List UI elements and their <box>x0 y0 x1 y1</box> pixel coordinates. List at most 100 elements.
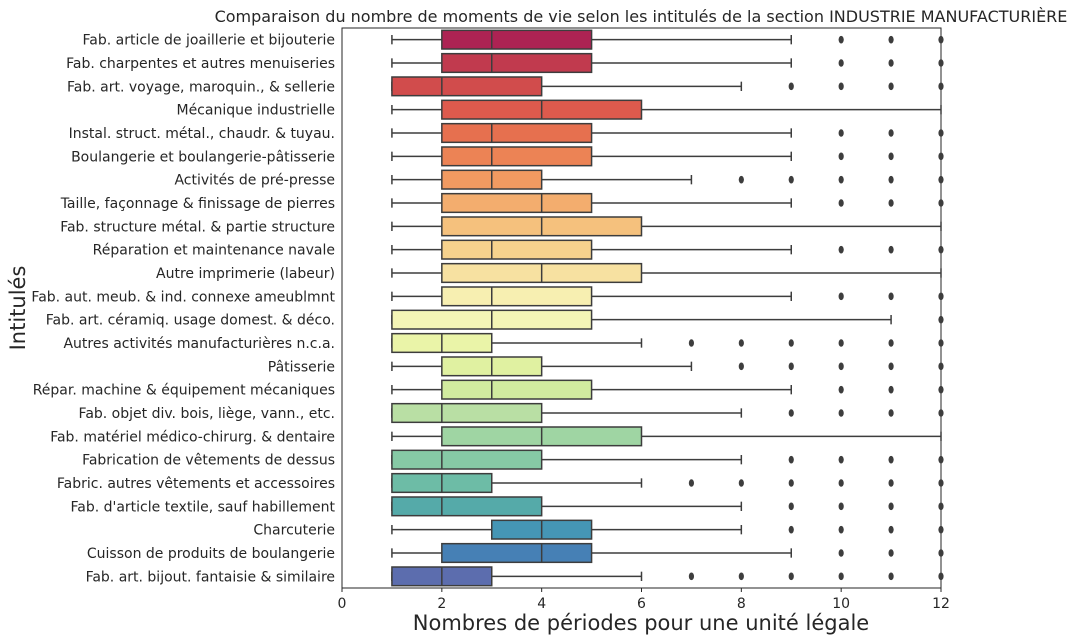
y-tick-label: Fab. aut. meub. & ind. connexe ameublmnt <box>31 289 335 305</box>
x-tick-label: 10 <box>832 596 850 612</box>
box-row <box>391 216 942 237</box>
outlier-point <box>838 572 844 581</box>
x-axis-label: Nombres de périodes pour une unité légal… <box>413 611 869 635</box>
iqr-box <box>441 239 593 260</box>
outlier-point <box>788 572 794 581</box>
outlier-point <box>688 572 695 581</box>
outlier-point <box>888 362 894 371</box>
box-row <box>391 76 944 97</box>
outlier-point <box>838 59 844 67</box>
outlier-point <box>938 339 944 347</box>
outlier-point <box>838 339 844 347</box>
outlier-point <box>888 199 894 207</box>
y-tick-label: Mécanique industrielle <box>176 103 335 119</box>
outlier-point <box>788 455 794 464</box>
iqr-box <box>441 542 593 564</box>
box-row <box>391 239 944 260</box>
outlier-point <box>838 82 844 91</box>
outlier-point <box>888 479 894 487</box>
box-row <box>391 99 942 120</box>
y-tick-label: Charcuterie <box>253 523 335 539</box>
iqr-box <box>441 122 593 144</box>
y-tick-label: Cuisson de produits de boulangerie <box>87 546 335 562</box>
outlier-point <box>888 385 894 394</box>
outlier-point <box>888 525 894 534</box>
y-tick-label: Fab. d'article textile, sauf habillement <box>70 499 335 515</box>
outlier-point <box>888 175 894 184</box>
outlier-point <box>938 152 944 161</box>
outlier-point <box>838 129 844 137</box>
outlier-point <box>838 385 844 394</box>
box-row <box>391 356 944 377</box>
outlier-point <box>888 59 894 67</box>
outlier-point <box>838 362 844 371</box>
outlier-point <box>938 525 944 534</box>
outlier-point <box>888 245 894 254</box>
iqr-box <box>391 76 543 97</box>
box-row <box>391 169 944 190</box>
outlier-point <box>788 409 794 417</box>
y-tick-label: Pâtisserie <box>268 359 335 375</box>
box-row <box>391 496 944 517</box>
outlier-point <box>838 455 844 464</box>
outlier-point <box>738 362 744 371</box>
iqr-box <box>441 379 593 400</box>
iqr-box <box>391 449 543 470</box>
outlier-point <box>788 175 794 184</box>
x-tick-label: 4 <box>537 596 546 612</box>
outlier-point <box>738 175 744 184</box>
outlier-point <box>938 479 944 487</box>
outlier-point <box>788 479 794 487</box>
y-tick-label: Autre imprimerie (labeur) <box>156 266 335 282</box>
y-tick-label: Réparation et maintenance navale <box>93 243 335 259</box>
box-row <box>391 542 944 564</box>
x-tick-label: 6 <box>637 596 646 612</box>
box-row <box>391 146 944 167</box>
box-row <box>391 309 944 330</box>
y-tick-label: Fab. charpentes et autres menuiseries <box>66 56 335 72</box>
y-tick-label: Fab. objet div. bois, liège, vann., etc. <box>79 406 335 422</box>
outlier-point <box>838 479 844 487</box>
outlier-point <box>838 409 844 417</box>
box-row <box>391 332 944 354</box>
box-row <box>391 52 944 74</box>
outlier-point <box>938 245 944 254</box>
outlier-point <box>838 502 844 511</box>
outlier-point <box>938 385 944 394</box>
outlier-point <box>938 572 944 581</box>
box-row <box>391 472 944 494</box>
outlier-point <box>838 525 844 534</box>
y-tick-label: Fab. structure métal. & partie structure <box>60 219 335 235</box>
x-tick-label: 8 <box>737 596 746 612</box>
y-tick-label: Fab. art. céramiq. usage domest. & déco. <box>46 313 335 329</box>
outlier-point <box>938 549 944 557</box>
box-row <box>391 566 944 587</box>
y-tick-label: Boulangerie et boulangerie-pâtisserie <box>71 149 335 165</box>
outlier-point <box>688 479 695 487</box>
outlier-point <box>788 502 794 511</box>
iqr-box <box>391 496 543 517</box>
outlier-point <box>888 152 894 161</box>
y-tick-label: Taille, façonnage & finissage de pierres <box>60 196 335 212</box>
outlier-point <box>938 315 944 324</box>
outlier-point <box>838 292 844 301</box>
x-tick-label: 0 <box>338 596 347 612</box>
box-row <box>391 519 944 540</box>
y-tick-label: Fab. art. bijout. fantaisie & similaire <box>86 569 335 585</box>
category-labels: Fab. article de joaillerie et bijouterie… <box>31 33 335 586</box>
box-row <box>391 402 944 424</box>
outlier-point <box>888 82 894 91</box>
box-row <box>391 286 944 307</box>
y-tick-label: Fab. matériel médico-chirurg. & dentaire <box>50 429 335 445</box>
outlier-point <box>938 409 944 417</box>
box-row <box>391 29 944 50</box>
outlier-point <box>888 572 894 581</box>
outlier-point <box>938 82 944 91</box>
outlier-point <box>938 199 944 207</box>
outlier-point <box>738 339 744 347</box>
outlier-point <box>938 292 944 301</box>
outlier-point <box>838 549 844 557</box>
outlier-point <box>838 175 844 184</box>
outlier-point <box>788 339 794 347</box>
